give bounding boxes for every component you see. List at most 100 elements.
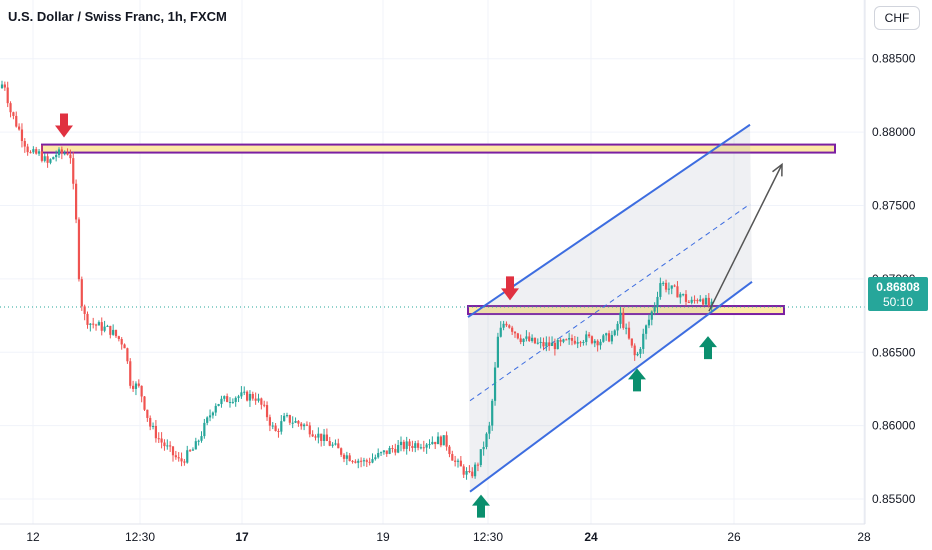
candle-body <box>613 330 616 336</box>
candle-body <box>425 444 428 448</box>
candle-body <box>92 323 95 325</box>
candle-body <box>149 417 152 427</box>
candle-body <box>234 397 237 402</box>
candle-body <box>348 455 351 461</box>
candle-body <box>240 392 243 397</box>
candle-body <box>542 341 545 347</box>
candle-body <box>673 285 676 287</box>
projection-arrow-head <box>772 162 783 177</box>
candle-body <box>49 159 52 163</box>
candle-body <box>120 339 123 345</box>
projection-arrow-line[interactable] <box>708 164 783 312</box>
candle-body <box>491 400 494 426</box>
candle-body <box>599 341 602 346</box>
candle-body <box>117 336 120 340</box>
candle-body <box>191 449 195 451</box>
price-axis-label: 0.86500 <box>872 345 916 359</box>
candle-body <box>516 333 519 339</box>
price-axis-label: 0.85500 <box>872 492 916 506</box>
candle-body <box>265 405 269 418</box>
candle-body <box>157 438 160 440</box>
candle-body <box>228 401 232 403</box>
candle-body <box>588 334 591 337</box>
candle-body <box>160 438 163 443</box>
symbol-title[interactable]: U.S. Dollar / Swiss Franc, 1h, FXCM <box>8 9 227 24</box>
candle-body <box>163 442 166 447</box>
candle-body <box>468 470 471 472</box>
candle-body <box>194 441 197 450</box>
candle-body <box>283 415 286 422</box>
channel-upper-line[interactable] <box>467 123 751 318</box>
candle-body <box>471 471 474 477</box>
time-axis-label: 12 <box>26 530 40 544</box>
candle-body <box>476 464 480 466</box>
candle-body <box>399 441 403 446</box>
channel-lower-line[interactable] <box>469 281 753 493</box>
candle-body <box>667 288 670 290</box>
candle-body <box>684 294 688 302</box>
candle-body <box>479 449 482 466</box>
candle-body <box>662 282 665 284</box>
time-axis-label: 19 <box>376 530 390 544</box>
candle-body <box>650 311 653 320</box>
candle-body <box>263 404 266 406</box>
candle-body <box>77 219 81 280</box>
candle-body <box>536 342 539 344</box>
candle-body <box>391 448 394 450</box>
candle-body <box>639 348 642 354</box>
candle-body <box>260 398 263 405</box>
candle-body <box>405 441 408 449</box>
candle-body <box>325 434 328 442</box>
time-axis-label: 24 <box>584 530 598 544</box>
candle-body <box>645 325 648 334</box>
down-arrow-icon <box>501 276 519 301</box>
candle-body <box>362 460 366 462</box>
candle-body <box>177 457 180 459</box>
support-zone[interactable] <box>467 305 785 316</box>
candle-body <box>610 335 613 342</box>
candle-body <box>656 296 659 307</box>
candle-body <box>550 342 554 346</box>
up-arrow-icon <box>699 336 717 360</box>
candle-body <box>582 341 585 343</box>
candle-body <box>0 84 4 89</box>
candle-body <box>511 327 514 332</box>
candles-layer <box>0 80 713 480</box>
candle-body <box>456 460 460 462</box>
candle-body <box>300 423 303 427</box>
price-axis-label: 0.88500 <box>872 52 916 66</box>
candle-body <box>254 398 257 401</box>
candle-body <box>43 156 46 161</box>
candle-body <box>602 335 605 342</box>
candle-body <box>414 443 417 449</box>
candle-body <box>109 325 112 335</box>
candle-body <box>112 329 115 335</box>
candle-body <box>171 446 175 456</box>
candle-body <box>134 383 138 389</box>
channel-mid-line[interactable] <box>469 203 751 402</box>
candle-body <box>103 326 106 331</box>
time-axis-label: 12:30 <box>125 530 155 544</box>
candle-body <box>89 323 92 325</box>
candle-body <box>217 404 220 406</box>
currency-button[interactable]: CHF <box>874 6 920 30</box>
candle-body <box>377 453 380 458</box>
candle-body <box>314 436 317 438</box>
candle-body <box>29 152 32 154</box>
candle-body <box>585 334 588 342</box>
candle-body <box>186 450 189 463</box>
candle-body <box>3 84 6 88</box>
candle-body <box>220 398 223 405</box>
candle-body <box>83 306 86 314</box>
candle-body <box>696 300 699 302</box>
candle-body <box>226 396 229 403</box>
candle-body <box>402 441 405 449</box>
candle-body <box>434 441 437 445</box>
candle-body <box>57 149 61 156</box>
candle-body <box>285 415 289 417</box>
candle-body <box>408 441 411 446</box>
price-axis-label: 0.88000 <box>872 125 916 139</box>
candle-body <box>183 461 186 463</box>
candle-body <box>382 450 385 453</box>
